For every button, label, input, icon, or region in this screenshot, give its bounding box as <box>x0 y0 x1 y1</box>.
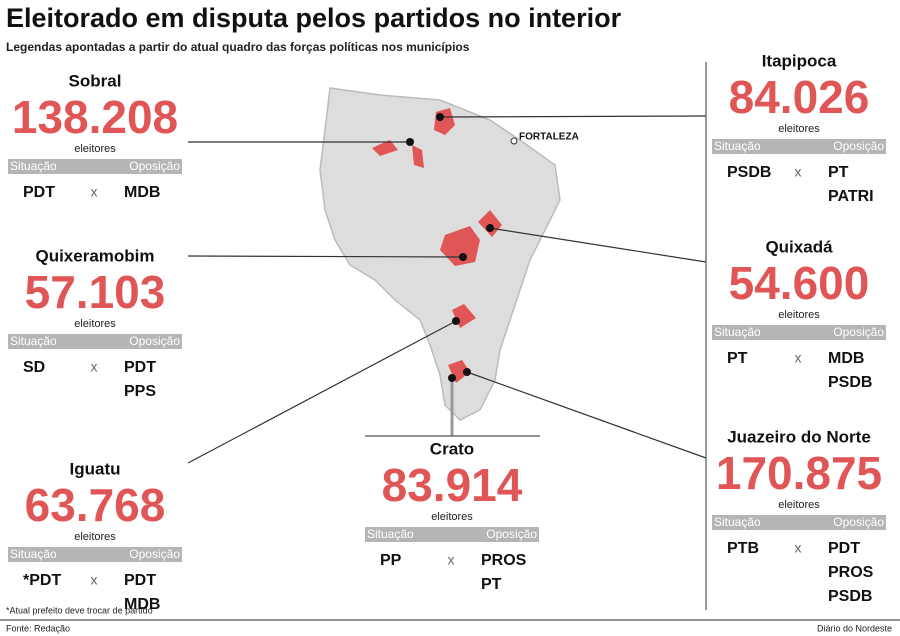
situacao-party: PT <box>727 350 748 367</box>
situacao-label: Situação <box>367 527 414 541</box>
oposicao-party: PDT <box>124 572 156 589</box>
versus: x <box>91 184 98 200</box>
oposicao-party: PROS <box>481 552 527 569</box>
oposicao-party: PT <box>828 164 849 181</box>
capital-label: FORTALEZA <box>519 132 579 143</box>
capital-marker <box>510 137 518 145</box>
highlighted-municipalities <box>372 108 502 383</box>
oposicao-party: PSDB <box>828 588 872 605</box>
voters: 54.600 <box>729 257 870 309</box>
versus: x <box>91 572 98 588</box>
voters-unit: eleitores <box>74 531 116 543</box>
versus: x <box>91 359 98 375</box>
situacao-party: *PDT <box>23 572 61 589</box>
versus: x <box>448 552 455 568</box>
city-name: Itapipoca <box>762 51 837 70</box>
city-name: Quixadá <box>765 237 833 256</box>
voters-unit: eleitores <box>74 143 116 155</box>
situacao-label: Situação <box>714 515 761 529</box>
status-bar <box>712 139 886 154</box>
city-name: Sobral <box>69 71 122 90</box>
oposicao-label: Oposição <box>833 139 884 153</box>
title: Eleitorado em disputa pelos partidos no … <box>6 3 622 33</box>
oposicao-party: PROS <box>828 564 874 581</box>
footnote: *Atual prefeito deve trocar de partido <box>6 605 153 615</box>
versus: x <box>795 540 802 556</box>
oposicao-label: Oposição <box>833 325 884 339</box>
situacao-party: SD <box>23 359 45 376</box>
oposicao-party: MDB <box>124 184 160 201</box>
voters-unit: eleitores <box>778 123 820 135</box>
source: Fonte: Redação <box>6 623 70 633</box>
voters-unit: eleitores <box>431 511 473 523</box>
map: FORTALEZA <box>319 87 579 421</box>
oposicao-party: PDT <box>124 359 156 376</box>
oposicao-label: Oposição <box>486 527 537 541</box>
credit: Diário do Nordeste <box>817 623 892 633</box>
situacao-party: PDT <box>23 184 55 201</box>
oposicao-label: Oposição <box>129 547 180 561</box>
situacao-label: Situação <box>10 547 57 561</box>
oposicao-party: MDB <box>124 596 160 613</box>
dots <box>406 113 494 382</box>
oposicao-party: PDT <box>828 540 860 557</box>
status-bar <box>8 159 182 174</box>
status-bar <box>8 547 182 562</box>
city-name: Iguatu <box>70 459 121 478</box>
status-bar <box>712 515 886 530</box>
oposicao-party: PATRI <box>828 188 874 205</box>
oposicao-label: Oposição <box>129 334 180 348</box>
situacao-label: Situação <box>714 325 761 339</box>
versus: x <box>795 164 802 180</box>
situacao-party: PSDB <box>727 164 771 181</box>
status-bar <box>8 334 182 349</box>
oposicao-label: Oposição <box>833 515 884 529</box>
voters: 83.914 <box>382 459 523 511</box>
oposicao-party: PT <box>481 576 502 593</box>
leader-lines <box>0 62 900 621</box>
subtitle: Legendas apontadas a partir do atual qua… <box>6 40 470 54</box>
status-bar <box>712 325 886 340</box>
voters: 57.103 <box>25 266 166 318</box>
versus: x <box>795 350 802 366</box>
oposicao-label: Oposição <box>129 159 180 173</box>
oposicao-party: PSDB <box>828 374 872 391</box>
city-name: Crato <box>430 439 474 458</box>
state-shape <box>319 87 561 421</box>
status-bar <box>365 527 539 542</box>
voters-unit: eleitores <box>778 309 820 321</box>
voters-unit: eleitores <box>74 318 116 330</box>
city-name: Quixeramobim <box>35 246 154 265</box>
city-name: Juazeiro do Norte <box>727 427 871 446</box>
oposicao-party: PPS <box>124 383 156 400</box>
voters: 84.026 <box>729 71 870 123</box>
voters-unit: eleitores <box>778 499 820 511</box>
voters: 138.208 <box>12 91 178 143</box>
voters: 170.875 <box>716 447 882 499</box>
situacao-party: PTB <box>727 540 759 557</box>
voters: 63.768 <box>25 479 166 531</box>
situacao-label: Situação <box>714 139 761 153</box>
situacao-party: PP <box>380 552 402 569</box>
oposicao-party: MDB <box>828 350 864 367</box>
situacao-label: Situação <box>10 334 57 348</box>
situacao-label: Situação <box>10 159 57 173</box>
